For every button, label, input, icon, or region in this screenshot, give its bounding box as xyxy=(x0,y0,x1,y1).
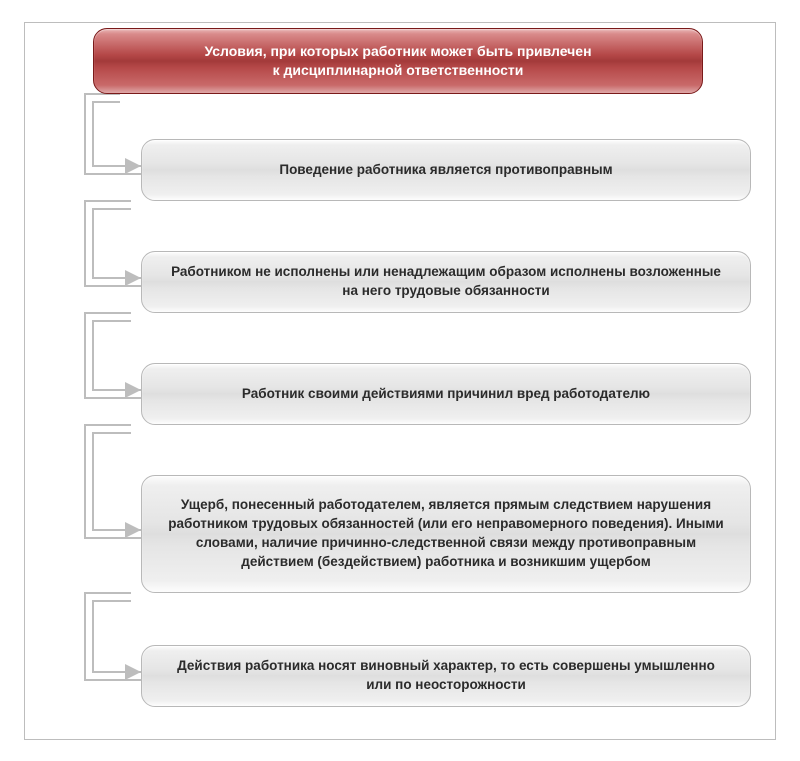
header-line-2: к дисциплинарной ответственности xyxy=(273,61,524,80)
item-text-1: Поведение работника является противоправ… xyxy=(279,161,612,180)
item-box-5: Действия работника носят виновный характ… xyxy=(141,645,751,707)
item-text-3: Работник своими действиями причинил вред… xyxy=(242,385,650,404)
item-box-4: Ущерб, понесенный работодателем, являетс… xyxy=(141,475,751,593)
diagram-frame: Условия, при которых работник может быть… xyxy=(24,22,776,740)
header-line-1: Условия, при которых работник может быть… xyxy=(204,42,591,61)
item-box-1: Поведение работника является противоправ… xyxy=(141,139,751,201)
header-box: Условия, при которых работник может быть… xyxy=(93,28,703,94)
item-text-5: Действия работника носят виновный характ… xyxy=(164,657,728,695)
item-text-2: Работником не исполнены или ненадлежащим… xyxy=(164,263,728,301)
item-box-3: Работник своими действиями причинил вред… xyxy=(141,363,751,425)
item-text-4: Ущерб, понесенный работодателем, являетс… xyxy=(164,496,728,572)
item-box-2: Работником не исполнены или ненадлежащим… xyxy=(141,251,751,313)
